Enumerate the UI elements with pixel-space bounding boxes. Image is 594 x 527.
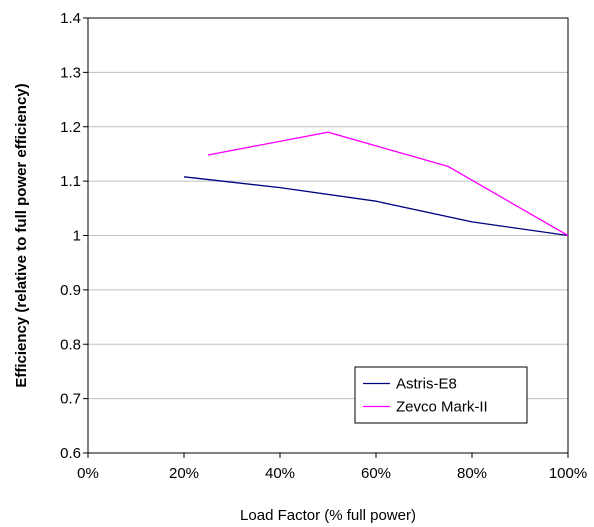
y-tick-label: 1.1 — [60, 173, 81, 190]
legend-box — [354, 366, 528, 424]
x-axis-title: Load Factor (% full power) — [240, 507, 416, 524]
y-axis-title: Efficiency (relative to full power effic… — [13, 83, 30, 387]
y-tick-label: 0.6 — [60, 445, 81, 462]
y-tick-label: 1.2 — [60, 119, 81, 136]
y-tick-label: 0.8 — [60, 336, 81, 353]
series-line-2 — [207, 131, 569, 237]
y-tick-label: 1.4 — [60, 10, 81, 27]
y-tick-label: 1.3 — [60, 64, 81, 81]
x-tick-label: 80% — [457, 465, 487, 482]
gridlines — [88, 71, 568, 400]
series-line-1 — [183, 176, 569, 237]
axis-ticks — [83, 17, 569, 458]
y-tick-label: 1 — [73, 228, 81, 245]
x-axis-tick-labels: 0% 20% 40% 60% 80% 100% — [77, 465, 587, 482]
x-tick-label: 20% — [169, 465, 199, 482]
x-tick-label: 60% — [361, 465, 391, 482]
x-tick-label: 0% — [77, 465, 99, 482]
series-lines — [183, 131, 569, 237]
x-tick-label: 40% — [265, 465, 295, 482]
y-axis-tick-labels: 0.6 0.7 0.8 0.9 1 1.1 1.2 1.3 1.4 — [60, 10, 81, 462]
x-tick-label: 100% — [549, 465, 587, 482]
legend-label: Astris-E8 — [396, 376, 457, 393]
legend-label: Zevco Mark-II — [396, 399, 488, 416]
y-tick-label: 0.9 — [60, 282, 81, 299]
y-tick-label: 0.7 — [60, 391, 81, 408]
legend: Astris-E8 Zevco Mark-II — [354, 366, 528, 424]
